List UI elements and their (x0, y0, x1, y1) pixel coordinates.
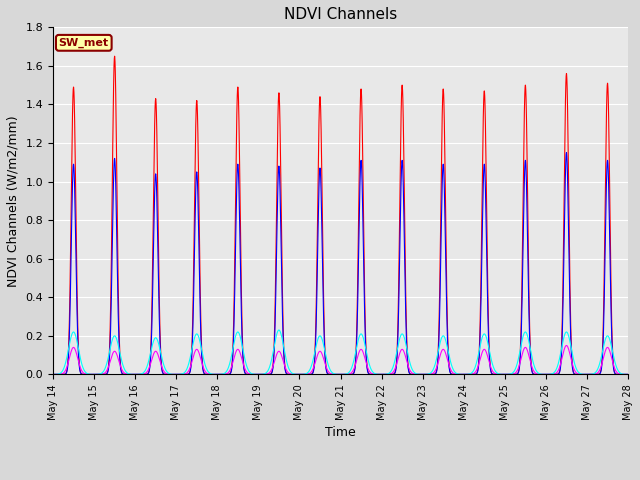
NDVI_650out (624, 372, 632, 377)
NDVI_810in (49, 372, 57, 377)
NDVI_650in (575, 372, 582, 377)
NDVI_650out (131, 372, 139, 377)
NDVI_650in (250, 372, 258, 377)
NDVI_810out (275, 327, 283, 333)
Title: NDVI Channels: NDVI Channels (284, 7, 397, 22)
NDVI_810in (411, 372, 419, 377)
NDVI_810in (624, 372, 632, 377)
NDVI_810out (250, 372, 258, 377)
X-axis label: Time: Time (325, 426, 356, 439)
NDVI_810in (563, 150, 570, 156)
NDVI_650out (575, 371, 582, 377)
NDVI_810out (131, 372, 139, 377)
NDVI_810out (624, 372, 632, 377)
Y-axis label: NDVI Channels (W/m2/mm): NDVI Channels (W/m2/mm) (7, 115, 20, 287)
NDVI_810in (106, 353, 113, 359)
NDVI_650out (420, 372, 428, 377)
NDVI_650out (563, 343, 570, 348)
NDVI_810out (49, 372, 57, 377)
NDVI_650out (49, 372, 57, 377)
NDVI_650in (172, 372, 180, 377)
NDVI_650in (111, 53, 118, 59)
NDVI_810out (106, 348, 113, 354)
NDVI_810in (532, 372, 540, 377)
NDVI_810out (575, 370, 582, 375)
NDVI_650in (420, 372, 428, 377)
NDVI_810out (420, 372, 428, 377)
NDVI_810out (411, 370, 419, 376)
Line: NDVI_650in: NDVI_650in (53, 56, 628, 374)
NDVI_650in (624, 372, 632, 377)
NDVI_810in (250, 372, 258, 377)
NDVI_650out (106, 360, 113, 366)
Line: NDVI_650out: NDVI_650out (53, 346, 628, 374)
NDVI_650in (411, 372, 419, 377)
NDVI_650out (532, 371, 540, 376)
NDVI_650in (532, 372, 540, 377)
Text: SW_met: SW_met (59, 38, 109, 48)
Line: NDVI_810in: NDVI_810in (53, 153, 628, 374)
NDVI_810in (575, 372, 582, 377)
NDVI_650in (106, 344, 113, 349)
NDVI_650in (49, 372, 57, 377)
NDVI_810in (172, 372, 180, 377)
Line: NDVI_810out: NDVI_810out (53, 330, 628, 374)
NDVI_650out (411, 371, 419, 377)
NDVI_650out (250, 372, 258, 377)
NDVI_810out (532, 368, 540, 373)
NDVI_810in (420, 372, 428, 377)
